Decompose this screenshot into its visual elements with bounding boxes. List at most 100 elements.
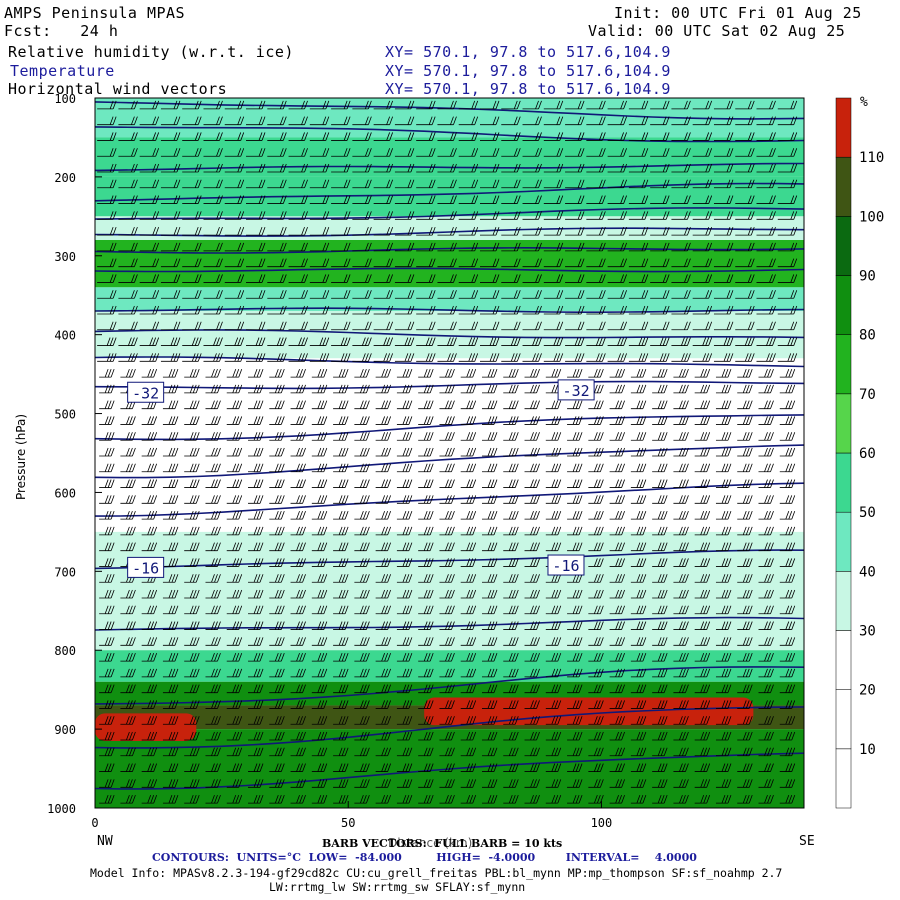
- wind-barb: [479, 116, 500, 126]
- wind-barb: [545, 637, 562, 646]
- wind-barb: [226, 700, 243, 709]
- wind-barb: [141, 779, 158, 788]
- wind-barb: [333, 637, 349, 646]
- wind-barb: [715, 400, 732, 410]
- wind-barb: [224, 226, 245, 236]
- wind-barb: [543, 321, 564, 331]
- rh-band: [95, 311, 804, 359]
- wind-barb: [503, 763, 519, 772]
- wind-barb: [267, 116, 287, 126]
- wind-barb: [248, 510, 264, 520]
- wind-barb: [97, 321, 117, 331]
- wind-barb: [373, 211, 394, 220]
- wind-barb: [120, 432, 136, 441]
- wind-barb: [545, 589, 562, 599]
- wind-barb: [671, 274, 691, 283]
- wind-barb: [758, 416, 774, 425]
- wind-barb: [756, 116, 776, 126]
- wind-barb: [671, 226, 691, 236]
- wind-barb: [118, 100, 138, 110]
- wind-barb: [288, 305, 308, 315]
- wind-barb: [120, 574, 136, 583]
- wind-barb: [652, 463, 668, 473]
- wind-barb: [184, 510, 200, 520]
- wind-barb: [375, 684, 392, 694]
- wind-barb: [120, 447, 136, 457]
- wind-barb: [671, 337, 691, 346]
- wind-barb: [586, 100, 606, 110]
- x-right-end-label: SE: [799, 834, 815, 849]
- wind-barb: [160, 148, 181, 157]
- wind-barb: [437, 353, 457, 362]
- wind-barb: [588, 716, 604, 725]
- wind-barb: [673, 542, 689, 552]
- wind-barb: [735, 290, 755, 299]
- wind-barb: [756, 337, 776, 346]
- rh-band: [95, 176, 804, 217]
- wind-barb: [373, 163, 394, 173]
- colorbar-swatch: [835, 393, 852, 454]
- wind-barb: [333, 526, 349, 536]
- wind-barb: [652, 779, 668, 788]
- rh-band: [95, 531, 804, 651]
- wind-barb: [290, 668, 306, 678]
- wind-barb: [396, 479, 413, 488]
- wind-barb: [205, 479, 221, 488]
- wind-barb: [758, 652, 774, 662]
- wind-barb: [609, 368, 625, 378]
- wind-barb: [120, 621, 136, 630]
- wind-barb: [545, 763, 562, 772]
- wind-barb: [352, 353, 372, 362]
- wind-barb: [267, 321, 287, 331]
- wind-barb: [290, 684, 306, 694]
- wind-barb: [501, 211, 521, 220]
- wind-barb: [333, 416, 349, 425]
- wind-barb: [162, 526, 179, 536]
- wind-barb: [586, 211, 606, 220]
- wind-barb: [141, 526, 158, 536]
- wind-barb: [139, 116, 160, 126]
- wind-barb: [652, 684, 668, 694]
- colorbar-swatch: [835, 511, 852, 572]
- wind-barb: [713, 290, 734, 299]
- wind-barb: [692, 148, 713, 157]
- wind-barb: [160, 195, 181, 204]
- wind-barb: [311, 731, 328, 741]
- wind-barb: [248, 700, 264, 709]
- wind-barb: [309, 116, 330, 126]
- wind-barb: [205, 526, 221, 536]
- wind-barb: [481, 447, 498, 457]
- wind-barb: [331, 353, 351, 362]
- wind-barb: [650, 337, 670, 346]
- wind-barb: [416, 132, 436, 141]
- wind-barb: [694, 368, 711, 378]
- wind-barb: [609, 400, 625, 410]
- wind-barb: [567, 779, 583, 788]
- wind-barb: [184, 432, 200, 441]
- wind-barb: [331, 195, 351, 204]
- wind-barb: [524, 668, 540, 678]
- wind-barb: [458, 242, 479, 252]
- wind-barb: [565, 163, 585, 173]
- y-tick-label: 400: [54, 329, 76, 343]
- wind-barb: [248, 731, 264, 741]
- wind-barb: [118, 258, 138, 268]
- model-info-physics: LW:rrtmg_lw SW:rrtmg_sw SFLAY:sf_mynn: [269, 880, 526, 894]
- wind-barb: [460, 700, 477, 709]
- wind-barb: [439, 589, 455, 599]
- wind-barb: [418, 637, 434, 646]
- wind-barb: [588, 542, 604, 552]
- wind-barb: [418, 510, 434, 520]
- wind-barb: [120, 684, 136, 694]
- wind-barb: [777, 100, 798, 110]
- temperature-contour-line: [94, 267, 805, 273]
- wind-barb: [692, 226, 713, 236]
- wind-barb: [118, 163, 138, 173]
- wind-barb: [545, 700, 562, 709]
- wind-barb: [458, 226, 479, 236]
- wind-barb: [673, 416, 689, 425]
- wind-barb: [652, 605, 668, 615]
- wind-barb: [650, 305, 670, 315]
- wind-barb: [418, 794, 434, 804]
- wind-barb: [713, 353, 734, 362]
